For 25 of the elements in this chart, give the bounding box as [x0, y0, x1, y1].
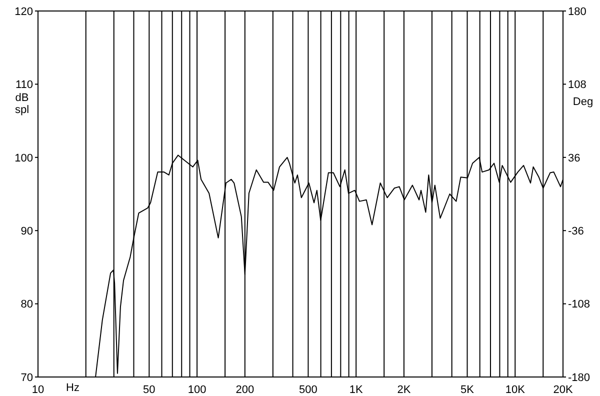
y2-tick-label: 36 [568, 152, 580, 164]
y2-tick-label: -108 [568, 298, 590, 311]
y-tick-label: 80 [20, 298, 33, 311]
x-tick-label: 100 [188, 384, 206, 396]
x-tick-label: 500 [299, 384, 318, 396]
y2-tick-label: 180 [568, 6, 586, 18]
y2-tick-label: -180 [568, 372, 590, 384]
x-tick-label: 200 [236, 384, 254, 396]
x-tick-label: 10K [505, 384, 526, 396]
y-tick-label: 120 [14, 6, 33, 18]
y-tick-label: 70 [20, 372, 33, 384]
x-tick-label: 10 [32, 384, 44, 396]
y-axis-title: dB spl [14, 92, 30, 116]
y-tick-label: 100 [14, 152, 33, 164]
y2-axis-title: Deg [572, 96, 594, 108]
x-tick-label: 5K [460, 384, 475, 396]
y2-tick-label: -36 [568, 226, 584, 238]
x-tick-label: 1K [349, 384, 364, 396]
x-tick-label: 2K [397, 384, 412, 396]
y-tick-label: 90 [20, 226, 33, 238]
x-tick-label: 20K [553, 384, 574, 396]
y-tick-label: 110 [15, 79, 33, 92]
x-axis-title: Hz [66, 382, 80, 394]
x-tick-label: 50 [143, 384, 156, 396]
y2-tick-label: 108 [568, 79, 586, 92]
